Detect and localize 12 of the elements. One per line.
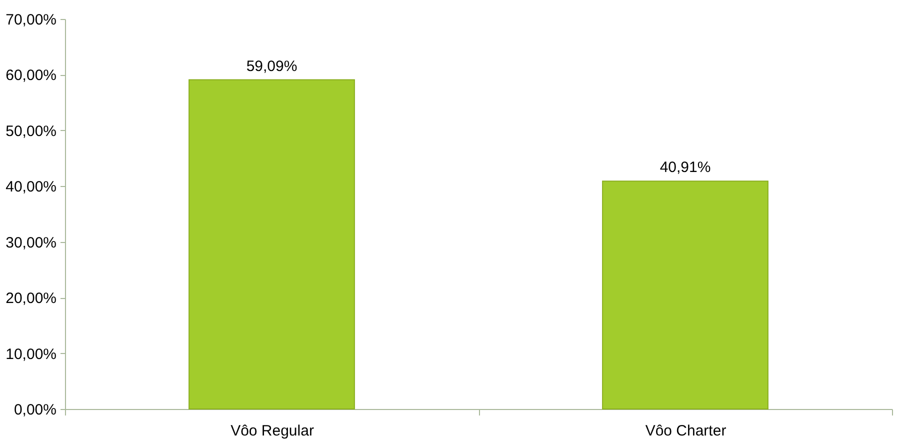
y-tick-label: 30,00% xyxy=(6,234,56,252)
x-tick-label: Vôo Charter xyxy=(645,422,726,440)
y-tick-label: 60,00% xyxy=(6,67,56,84)
y-tick-label: 10,00% xyxy=(6,346,56,363)
y-tick-label: 70,00% xyxy=(6,12,56,28)
y-tick-label: 50,00% xyxy=(6,122,56,140)
data-label: 40,91% xyxy=(660,159,711,176)
x-tick-label: Vôo Regular xyxy=(230,422,314,440)
y-tick-label: 20,00% xyxy=(6,290,56,308)
y-tick-label: 40,00% xyxy=(6,178,56,196)
data-label: 59,09% xyxy=(246,58,298,75)
y-tick-label: 0,00% xyxy=(14,402,56,418)
